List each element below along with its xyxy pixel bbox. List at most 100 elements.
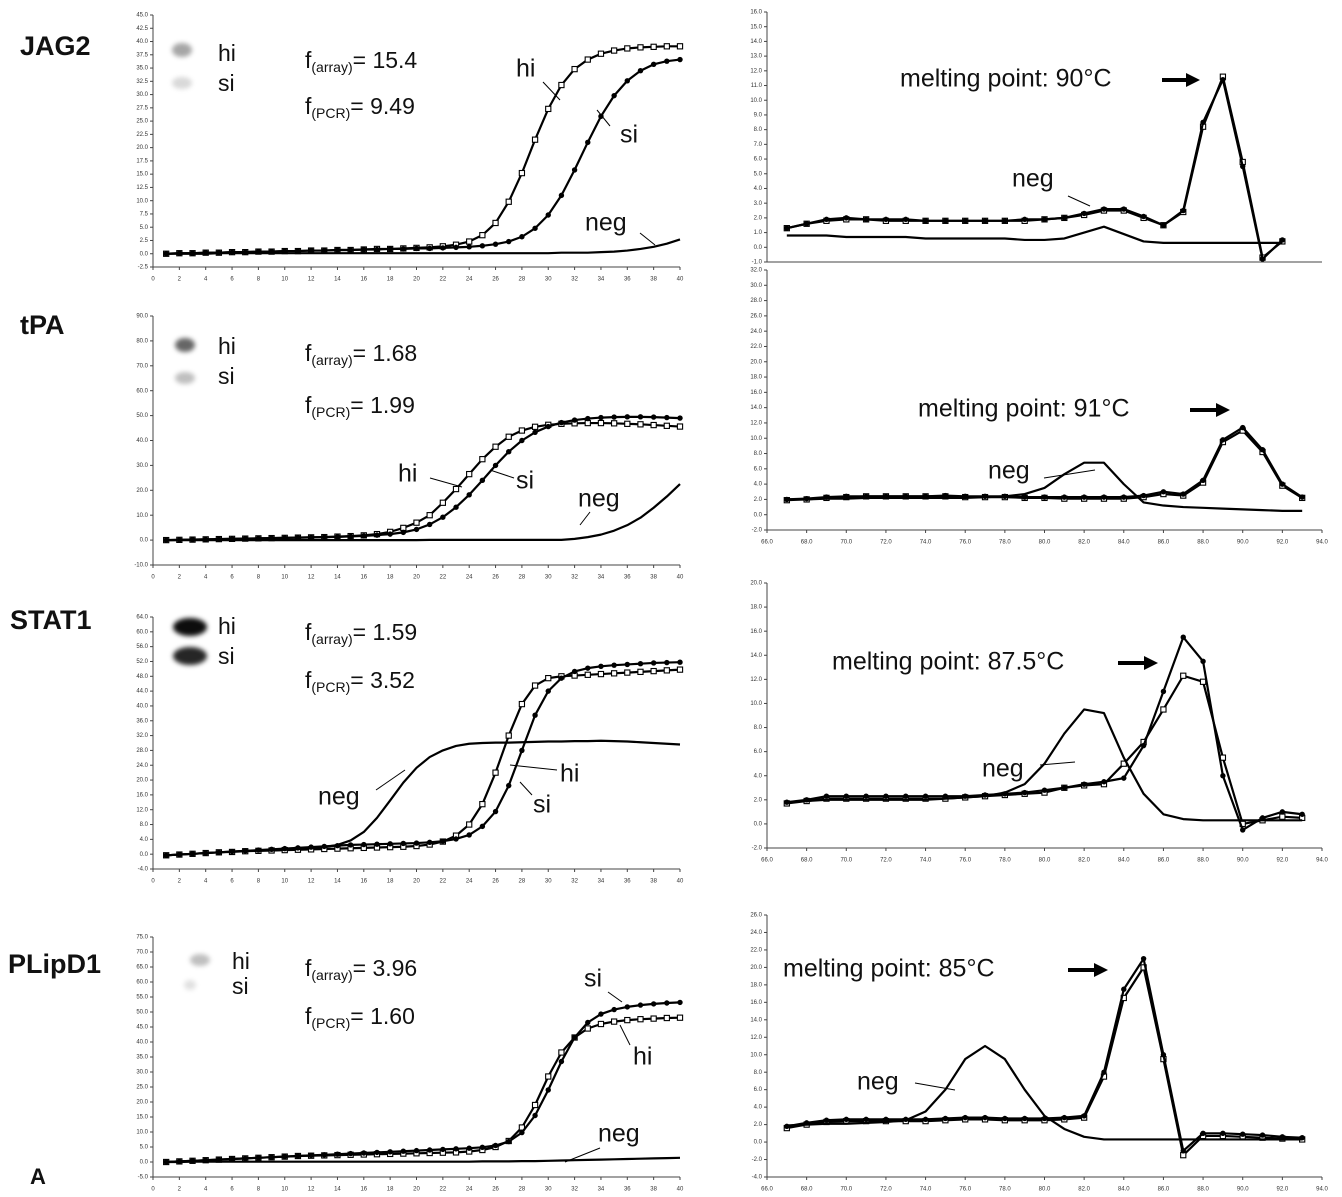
- marker: [677, 1000, 682, 1005]
- x-tick-label: 34: [598, 1187, 605, 1193]
- x-tick-label: 14: [334, 277, 341, 283]
- blot-label: hi: [232, 948, 250, 974]
- x-tick-label: 26: [492, 1187, 499, 1193]
- x-tick-label: 36: [624, 575, 631, 581]
- marker: [844, 794, 849, 799]
- y-tick-label: 4.0: [754, 773, 763, 779]
- marker: [963, 218, 968, 223]
- y-tick-label: 15.0: [136, 172, 148, 178]
- blot-spot: [173, 647, 207, 665]
- marker: [1081, 211, 1086, 216]
- blot-spot: [172, 43, 192, 57]
- marker: [401, 1149, 406, 1154]
- marker: [943, 1116, 948, 1121]
- figure: A -2.50.02.55.07.510.012.515.017.520.022…: [0, 0, 1342, 1197]
- curve-label: hi: [516, 55, 535, 83]
- y-tick-label: -4.0: [752, 1175, 763, 1181]
- marker: [598, 415, 603, 420]
- x-tick-label: 68.0: [801, 1187, 813, 1193]
- y-tick-label: 32.0: [136, 733, 148, 739]
- y-tick-label: 10.0: [750, 436, 762, 442]
- y-tick-label: 24.0: [136, 763, 148, 769]
- x-tick-label: 26: [492, 575, 499, 581]
- marker: [982, 1115, 987, 1120]
- marker: [546, 688, 551, 693]
- marker: [546, 1074, 551, 1079]
- marker: [1181, 1148, 1186, 1153]
- marker: [784, 225, 789, 230]
- marker: [467, 822, 472, 827]
- x-tick-label: 38: [650, 575, 657, 581]
- marker: [664, 423, 669, 428]
- y-tick-label: 2.0: [754, 497, 763, 503]
- marker: [982, 218, 987, 223]
- fold-value: = 9.49: [350, 93, 415, 119]
- marker: [863, 217, 868, 222]
- marker: [374, 532, 379, 537]
- y-tick-label: -2.0: [752, 1157, 763, 1163]
- fold-subscript: (PCR): [311, 1015, 350, 1031]
- marker: [1101, 1070, 1106, 1075]
- marker: [572, 67, 577, 72]
- x-tick-label: 78.0: [999, 540, 1011, 546]
- marker: [625, 670, 630, 675]
- curve-label: si: [584, 965, 602, 993]
- marker: [519, 234, 524, 239]
- blot-spot: [175, 372, 195, 384]
- gene-label: PLipD1: [8, 949, 101, 979]
- x-tick-label: 94.0: [1316, 540, 1328, 546]
- marker: [585, 1026, 590, 1031]
- y-tick-label: 2.0: [754, 215, 763, 221]
- marker: [453, 505, 458, 510]
- marker: [903, 794, 908, 799]
- marker: [677, 660, 682, 665]
- marker: [664, 660, 669, 665]
- marker: [651, 44, 656, 49]
- x-tick-label: 40: [677, 879, 684, 885]
- x-tick-label: 72.0: [880, 1187, 892, 1193]
- marker: [546, 106, 551, 111]
- curve-label: neg: [585, 209, 627, 237]
- x-tick-label: 78.0: [999, 858, 1011, 864]
- y-tick-label: 20.0: [136, 778, 148, 784]
- marker: [519, 170, 524, 175]
- y-tick-label: 2.0: [754, 797, 763, 803]
- y-tick-label: -2.0: [752, 846, 763, 852]
- marker: [532, 430, 537, 435]
- x-tick-label: 40: [677, 277, 684, 283]
- marker: [625, 662, 630, 667]
- y-tick-label: 0.0: [754, 821, 763, 827]
- x-tick-label: 22: [440, 575, 447, 581]
- y-tick-label: 22.5: [136, 132, 148, 138]
- marker: [506, 733, 511, 738]
- marker: [1200, 120, 1205, 125]
- marker: [1042, 494, 1047, 499]
- marker: [1200, 679, 1205, 684]
- x-tick-label: 66.0: [761, 1187, 773, 1193]
- marker: [519, 1130, 524, 1135]
- x-tick-label: 10: [281, 575, 288, 581]
- x-tick-label: 80.0: [1039, 540, 1051, 546]
- marker: [1121, 987, 1126, 992]
- y-tick-label: 30.0: [136, 463, 148, 469]
- x-tick-label: 20: [413, 277, 420, 283]
- x-tick-label: 82.0: [1078, 1187, 1090, 1193]
- curve-label: neg: [988, 457, 1030, 485]
- marker: [387, 531, 392, 536]
- marker: [903, 217, 908, 222]
- marker: [427, 840, 432, 845]
- y-tick-label: 30.0: [750, 283, 762, 289]
- x-tick-label: 14: [334, 1187, 341, 1193]
- marker: [387, 1149, 392, 1154]
- marker: [493, 444, 498, 449]
- x-tick-label: 16: [360, 277, 367, 283]
- marker: [612, 671, 617, 676]
- marker: [677, 1015, 682, 1020]
- marker: [611, 1007, 616, 1012]
- marker: [467, 244, 472, 249]
- marker: [1141, 956, 1146, 961]
- x-tick-label: 40: [677, 575, 684, 581]
- marker: [651, 62, 656, 67]
- marker: [506, 449, 511, 454]
- marker: [1280, 481, 1285, 486]
